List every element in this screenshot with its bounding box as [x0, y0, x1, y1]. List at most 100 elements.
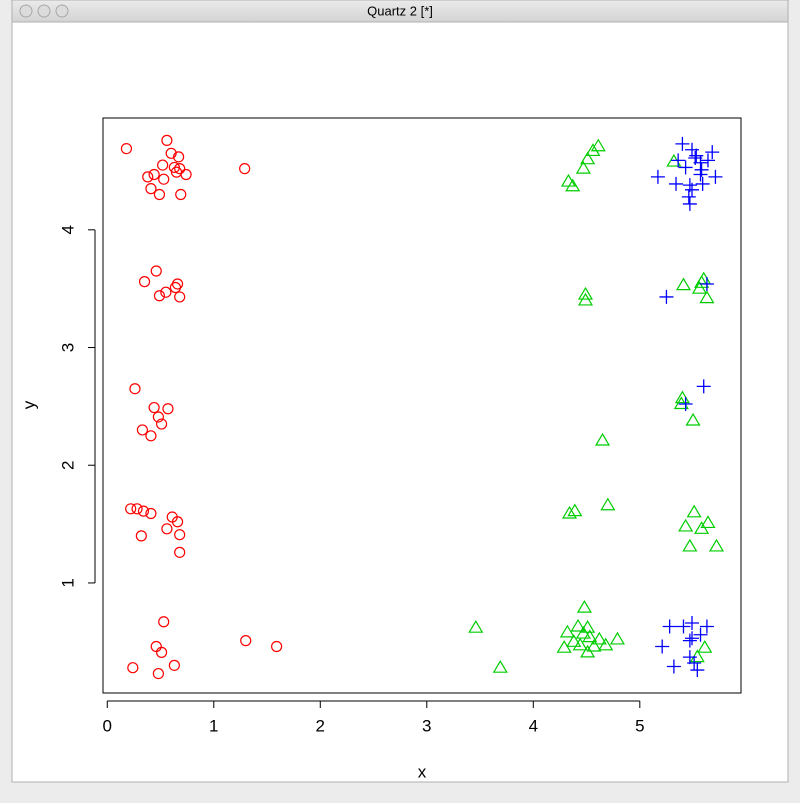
point: [138, 276, 151, 288]
x-tick-label: 2: [316, 716, 325, 735]
point: [591, 631, 607, 645]
y-axis-label: y: [19, 400, 38, 409]
point: [570, 618, 586, 632]
point: [577, 292, 594, 306]
point: [577, 286, 594, 300]
point: [240, 635, 252, 647]
point: [153, 290, 166, 302]
point: [598, 637, 614, 651]
title-bar: [11, 0, 789, 23]
point: [585, 143, 601, 157]
point: [681, 189, 696, 204]
point: [152, 667, 164, 680]
point: [158, 616, 170, 628]
point: [689, 148, 704, 163]
point: [142, 171, 154, 183]
window-title: Quartz 2 [*]: [367, 3, 433, 18]
point: [600, 497, 616, 511]
point: [673, 396, 689, 410]
point: [662, 619, 677, 634]
point: [685, 182, 700, 197]
point: [136, 424, 149, 436]
point: [127, 662, 139, 674]
point: [708, 169, 723, 184]
y-tick-label: 3: [58, 343, 77, 352]
point: [669, 176, 684, 191]
point: [145, 183, 157, 195]
point: [700, 153, 715, 168]
window-frame: [11, 0, 789, 783]
point: [580, 619, 596, 633]
point: [687, 655, 702, 670]
point: [694, 275, 710, 288]
point: [575, 160, 591, 174]
point: [695, 176, 710, 191]
point: [580, 644, 596, 658]
point: [171, 516, 184, 528]
point: [586, 638, 602, 652]
point: [155, 646, 168, 658]
zoom-button[interactable]: [55, 4, 69, 18]
point: [693, 627, 708, 642]
y-tick-label: 2: [58, 461, 77, 470]
point: [685, 631, 700, 646]
point: [162, 403, 174, 415]
x-tick-label: 1: [209, 716, 218, 735]
point: [693, 167, 708, 182]
point: [145, 507, 157, 520]
point: [700, 515, 716, 529]
point: [666, 659, 681, 674]
point: [158, 173, 170, 185]
point: [148, 168, 160, 181]
point: [572, 637, 588, 651]
point: [174, 291, 186, 303]
point: [174, 163, 186, 175]
point: [699, 290, 715, 304]
point: [153, 188, 166, 201]
point: [169, 281, 182, 294]
point: [161, 134, 173, 146]
x-tick-label: 4: [529, 716, 538, 735]
point: [675, 277, 692, 291]
point: [594, 432, 611, 446]
point: [678, 518, 694, 532]
point: [576, 599, 592, 613]
x-tick-label: 5: [635, 716, 644, 735]
x-tick-label: 0: [103, 716, 112, 735]
point: [239, 163, 251, 175]
close-button[interactable]: [19, 4, 33, 18]
point: [705, 145, 720, 160]
point: [685, 615, 700, 630]
plot-box: [102, 117, 742, 694]
point: [145, 430, 157, 442]
point: [659, 289, 674, 304]
point: [170, 166, 183, 178]
point: [175, 188, 187, 201]
point: [699, 619, 714, 634]
x-axis-label: x: [418, 762, 427, 781]
point: [678, 160, 693, 175]
point: [566, 634, 582, 647]
y-tick-label: 4: [58, 225, 77, 234]
point: [148, 401, 160, 414]
point: [137, 505, 150, 517]
point: [157, 159, 169, 171]
point: [697, 640, 713, 653]
minimize-button[interactable]: [37, 4, 51, 18]
point: [131, 503, 143, 515]
point: [609, 631, 625, 645]
point: [165, 147, 177, 159]
point: [682, 196, 697, 211]
point: [688, 151, 703, 166]
point: [155, 418, 168, 430]
point: [565, 178, 581, 192]
point: [152, 411, 164, 423]
point: [173, 151, 185, 163]
point: [696, 379, 711, 394]
point: [468, 619, 484, 633]
point: [690, 663, 705, 678]
point: [694, 521, 710, 534]
point: [174, 529, 186, 541]
